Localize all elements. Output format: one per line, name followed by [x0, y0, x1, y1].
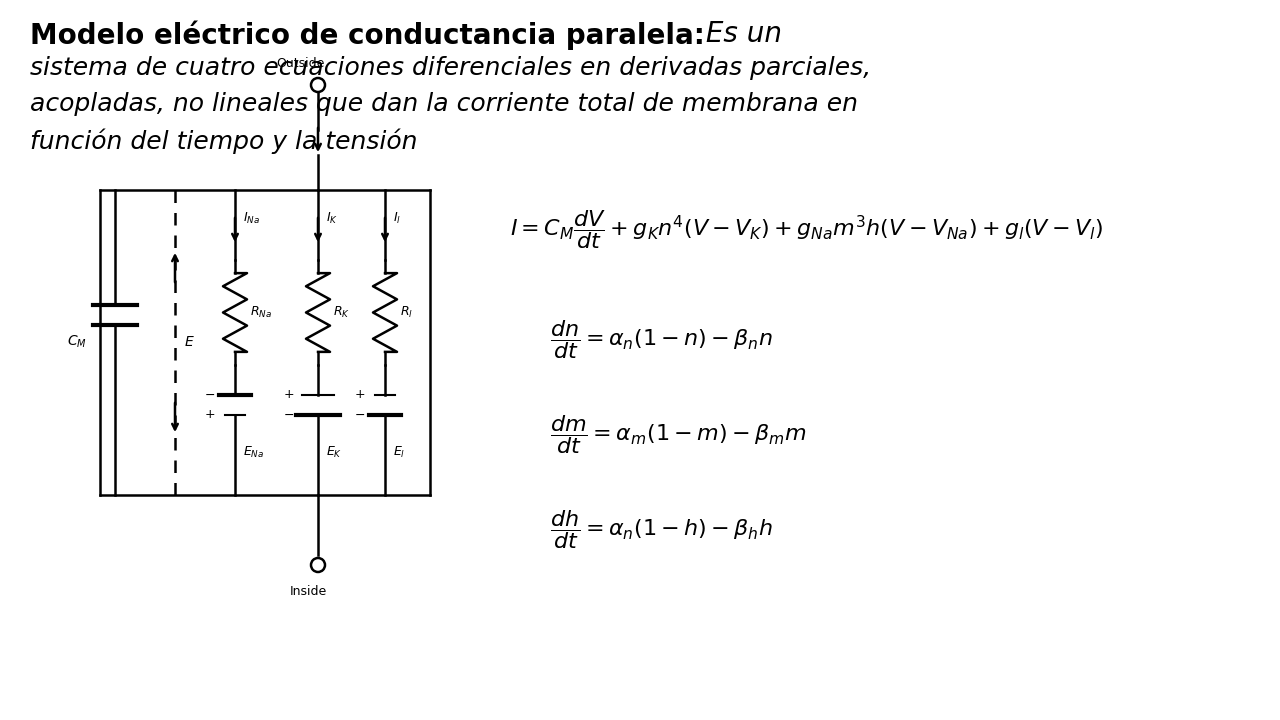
- Text: Inside: Inside: [289, 585, 326, 598]
- Text: $C_M$: $C_M$: [67, 334, 87, 350]
- Text: $I_{Na}$: $I_{Na}$: [243, 210, 260, 225]
- Text: $I = C_M \dfrac{dV}{dt} + g_K n^4(V - V_K) + g_{Na} m^3 h(V - V_{Na}) + g_l(V - : $I = C_M \dfrac{dV}{dt} + g_K n^4(V - V_…: [509, 209, 1103, 251]
- Text: sistema de cuatro ecuaciones diferenciales en derivadas parciales,: sistema de cuatro ecuaciones diferencial…: [29, 56, 872, 80]
- Text: $E_l$: $E_l$: [393, 444, 406, 459]
- Text: $E_K$: $E_K$: [326, 444, 342, 459]
- Text: −: −: [355, 408, 365, 421]
- Text: $R_l$: $R_l$: [399, 305, 413, 320]
- Text: $R_{Na}$: $R_{Na}$: [250, 305, 273, 320]
- Text: Outside: Outside: [275, 57, 324, 70]
- Text: acopladas, no lineales que dan la corriente total de membrana en: acopladas, no lineales que dan la corrie…: [29, 92, 858, 116]
- Text: $E_{Na}$: $E_{Na}$: [243, 444, 264, 459]
- Text: +: +: [355, 389, 365, 402]
- Text: +: +: [283, 389, 294, 402]
- Text: +: +: [205, 408, 215, 421]
- Text: E: E: [186, 335, 193, 349]
- Text: $\dfrac{dm}{dt} = \alpha_m(1 - m) - \beta_m m$: $\dfrac{dm}{dt} = \alpha_m(1 - m) - \bet…: [550, 413, 806, 456]
- Text: I: I: [326, 99, 330, 112]
- Text: $I_K$: $I_K$: [326, 210, 338, 225]
- Text: Modelo eléctrico de conductancia paralela:: Modelo eléctrico de conductancia paralel…: [29, 20, 705, 50]
- Text: $R_K$: $R_K$: [333, 305, 349, 320]
- Text: Es un: Es un: [698, 20, 782, 48]
- Text: $I_l$: $I_l$: [393, 210, 401, 225]
- Text: función del tiempo y la tensión: función del tiempo y la tensión: [29, 128, 417, 153]
- Text: $\dfrac{dn}{dt} = \alpha_n(1 - n) - \beta_n n$: $\dfrac{dn}{dt} = \alpha_n(1 - n) - \bet…: [550, 318, 773, 361]
- Text: −: −: [283, 408, 294, 421]
- Text: $\dfrac{dh}{dt} = \alpha_n(1 - h) - \beta_h h$: $\dfrac{dh}{dt} = \alpha_n(1 - h) - \bet…: [550, 508, 773, 552]
- Text: −: −: [205, 389, 215, 402]
